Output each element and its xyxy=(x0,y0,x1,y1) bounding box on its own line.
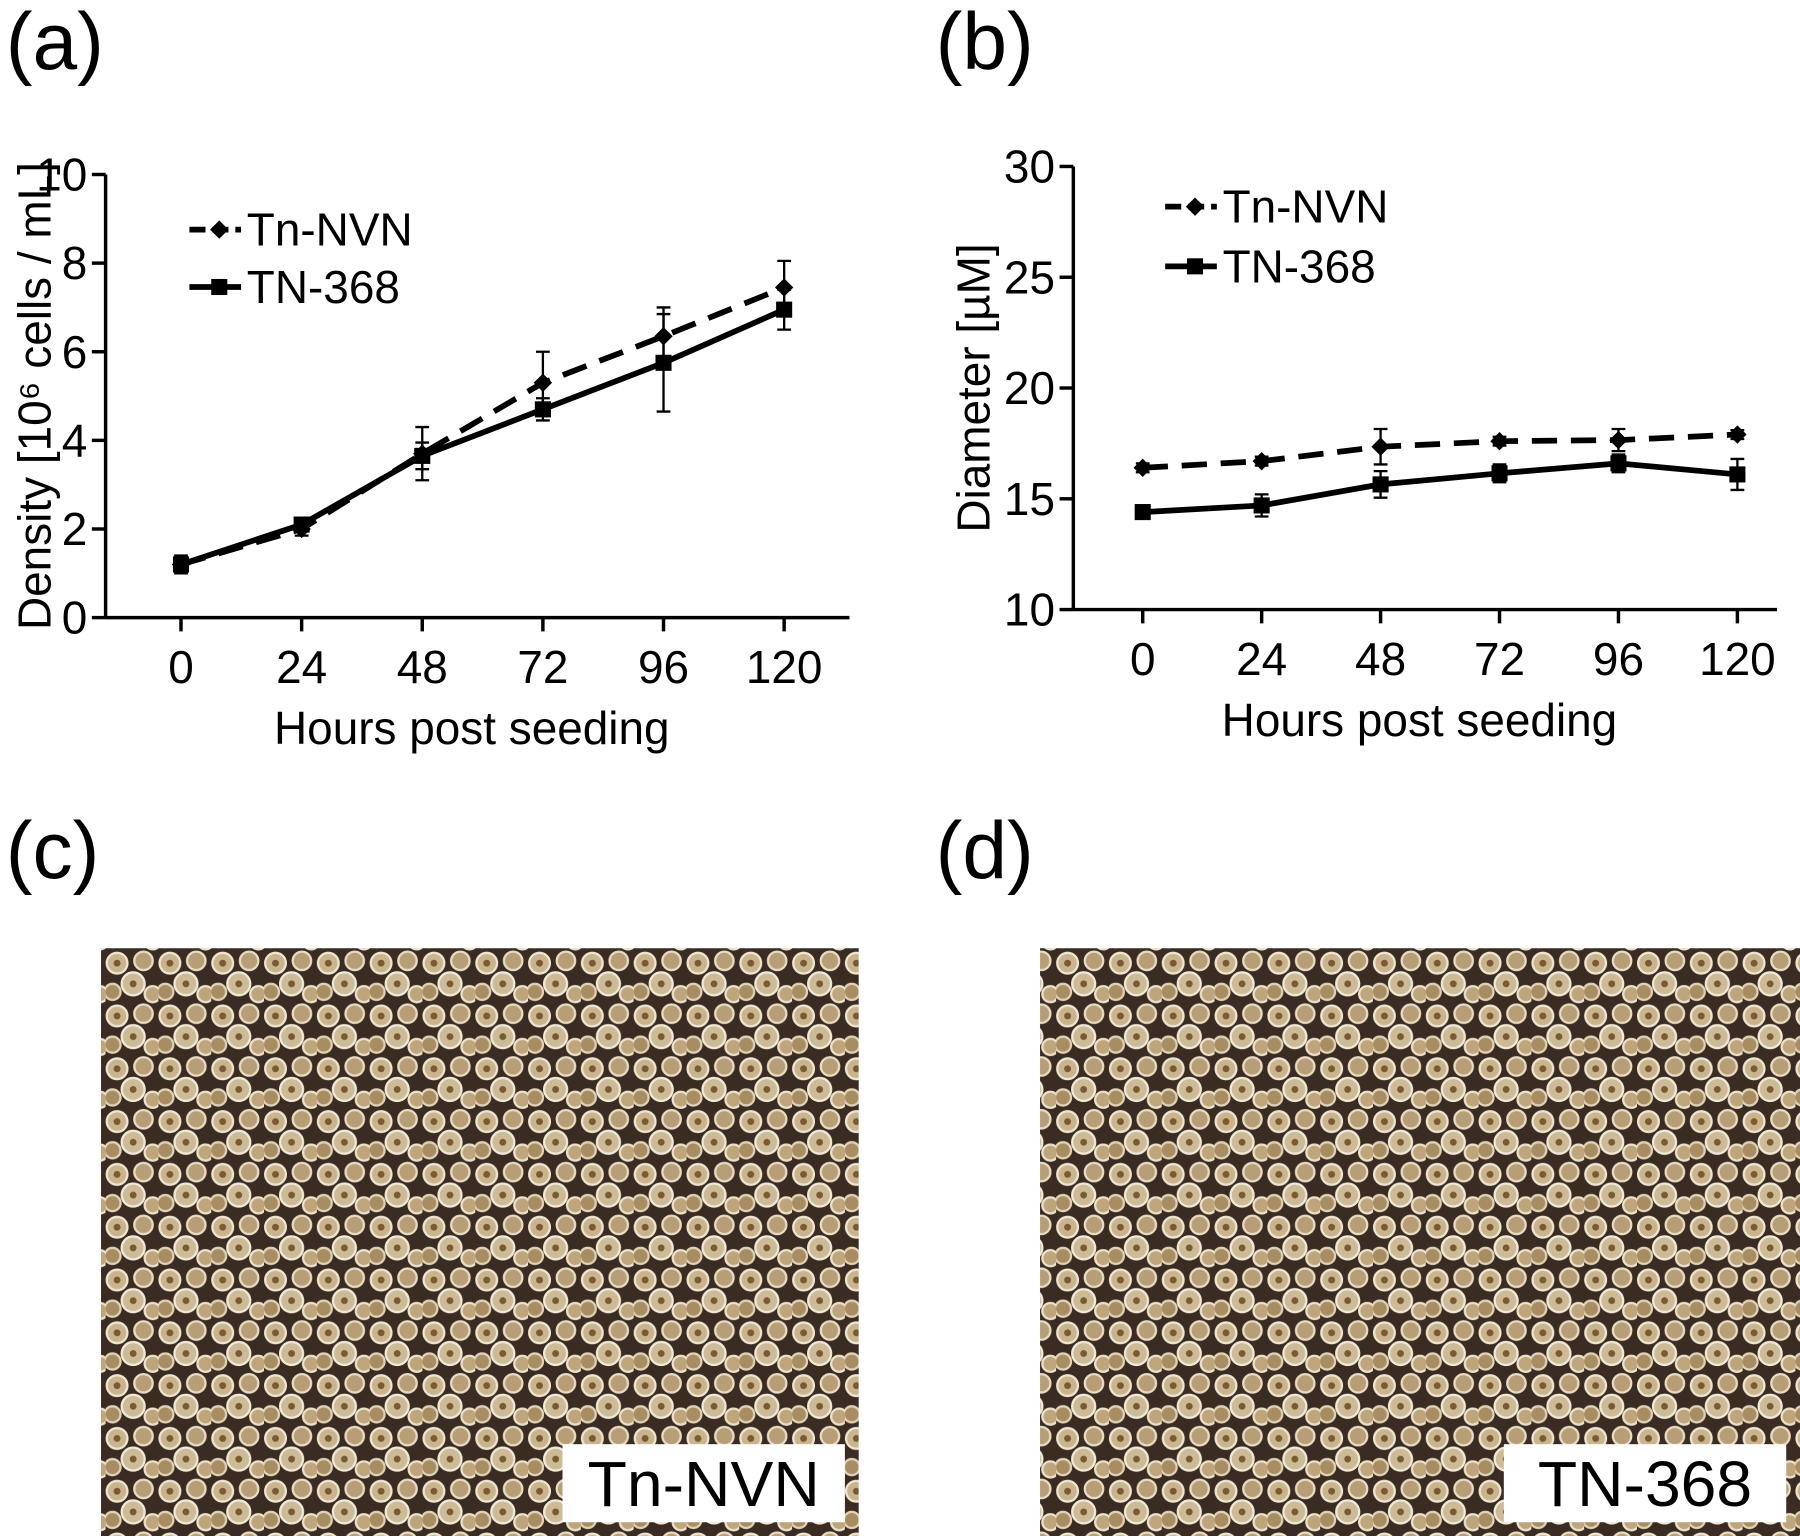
marker xyxy=(655,354,672,371)
marker xyxy=(533,373,553,392)
marker xyxy=(1728,425,1747,444)
x-tick-label: 96 xyxy=(638,641,689,693)
panel-label: (a) xyxy=(6,0,104,87)
x-axis-title: Hours post seeding xyxy=(274,702,670,754)
marker xyxy=(774,278,794,297)
y-tick-label: 6 xyxy=(62,326,88,378)
marker xyxy=(534,401,551,418)
x-tick-label: 96 xyxy=(1593,633,1644,685)
caption: TN-368 xyxy=(1538,1448,1752,1520)
chart: (b) 10 15 20 25 30 0 24 48 72 96 120 Hours post seed… xyxy=(936,0,1778,746)
series-line xyxy=(1142,431,1738,471)
x-tick-label: 0 xyxy=(1130,633,1156,685)
x-tick-label: 72 xyxy=(517,641,568,693)
x-tick-label: 120 xyxy=(1699,633,1776,685)
legend-label: Tn-NVN xyxy=(1223,181,1389,233)
marker xyxy=(1491,465,1508,482)
x-tick-label: 72 xyxy=(1474,633,1525,685)
x-tick-label: 48 xyxy=(397,641,448,693)
series-line xyxy=(180,284,786,568)
marker xyxy=(172,556,190,573)
micrograph xyxy=(1040,948,1800,1536)
marker xyxy=(293,516,310,533)
marker xyxy=(1609,430,1628,450)
marker xyxy=(1371,437,1390,456)
caption-box xyxy=(1503,1444,1787,1523)
y-tick-label: 2 xyxy=(62,503,88,555)
marker xyxy=(776,301,793,318)
panel-label: (b) xyxy=(936,0,1034,87)
x-tick-label: 0 xyxy=(168,641,194,693)
y-tick-label: 15 xyxy=(1004,473,1055,525)
micrograph-c: (c) Tn-NVN xyxy=(6,806,859,1536)
x-tick-label: 48 xyxy=(1355,633,1406,685)
y-axis-title: Diameter [µM] xyxy=(948,243,1000,532)
legend-marker xyxy=(211,278,228,296)
caption-box xyxy=(562,1444,845,1523)
y-tick-label: 25 xyxy=(1004,251,1055,303)
micrograph-d: (d) TN-368 xyxy=(936,806,1800,1536)
marker xyxy=(1252,451,1271,471)
caption: Tn-NVN xyxy=(588,1448,820,1520)
panel-label: (c) xyxy=(6,806,100,896)
series-line xyxy=(1142,460,1738,515)
marker xyxy=(1134,504,1151,521)
x-axis-title: Hours post seeding xyxy=(1222,694,1618,746)
legend-label: TN-368 xyxy=(247,261,400,313)
y-tick-label: 0 xyxy=(62,592,88,644)
y-tick-label: 8 xyxy=(62,237,88,289)
x-tick-label: 24 xyxy=(276,641,327,693)
legend-label: Tn-NVN xyxy=(247,204,413,256)
legend-marker xyxy=(1186,258,1204,275)
panel-label: (d) xyxy=(936,806,1034,896)
y-tick-label: 4 xyxy=(62,414,88,466)
marker xyxy=(414,447,431,464)
x-tick-label: 120 xyxy=(746,641,823,693)
marker xyxy=(1253,497,1270,514)
legend-marker xyxy=(210,220,229,239)
y-tick-label: 10 xyxy=(36,149,87,201)
legend-marker xyxy=(1185,197,1205,216)
micrograph xyxy=(101,948,859,1536)
marker xyxy=(1133,458,1152,477)
y-tick-label: 20 xyxy=(1004,362,1055,414)
legend-label: TN-368 xyxy=(1223,240,1376,292)
y-tick-label: 10 xyxy=(1004,584,1055,636)
x-tick-label: 24 xyxy=(1236,633,1287,685)
marker xyxy=(1490,432,1509,451)
marker xyxy=(1729,466,1746,483)
y-axis-title: Density [10⁶ cells / mL] xyxy=(9,162,61,630)
marker xyxy=(1372,476,1389,493)
marker xyxy=(1610,455,1627,472)
y-tick-label: 30 xyxy=(1004,141,1055,193)
series-line xyxy=(180,307,786,568)
